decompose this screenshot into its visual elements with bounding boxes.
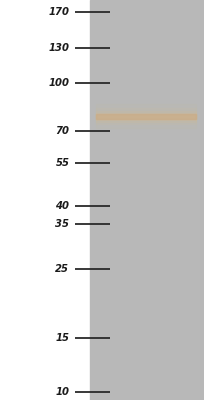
- Bar: [90, 0, 204, 400]
- Text: 55: 55: [55, 158, 69, 168]
- Bar: [94, 0, 97, 400]
- Text: 15: 15: [55, 333, 69, 343]
- Bar: [177, 0, 181, 400]
- Bar: [101, 0, 105, 400]
- Bar: [116, 0, 120, 400]
- Bar: [196, 0, 200, 400]
- Bar: [158, 0, 162, 400]
- Bar: [162, 0, 166, 400]
- Bar: [193, 0, 196, 400]
- Bar: [166, 0, 170, 400]
- Bar: [189, 0, 193, 400]
- Bar: [90, 0, 94, 400]
- Bar: [113, 0, 116, 400]
- Bar: [154, 0, 158, 400]
- Bar: [143, 0, 147, 400]
- Bar: [96, 114, 196, 119]
- Bar: [128, 0, 132, 400]
- Bar: [151, 0, 154, 400]
- Bar: [132, 0, 135, 400]
- Bar: [139, 0, 143, 400]
- Bar: [105, 0, 109, 400]
- Bar: [120, 0, 124, 400]
- Bar: [174, 0, 177, 400]
- Text: 40: 40: [55, 201, 69, 211]
- Bar: [135, 0, 139, 400]
- Bar: [96, 108, 196, 124]
- Bar: [181, 0, 185, 400]
- Bar: [170, 0, 174, 400]
- Bar: [96, 114, 196, 119]
- Bar: [96, 104, 196, 128]
- Text: 35: 35: [55, 219, 69, 229]
- Bar: [96, 111, 196, 122]
- Bar: [96, 115, 196, 118]
- Bar: [97, 0, 101, 400]
- Text: 100: 100: [48, 78, 69, 88]
- Bar: [124, 0, 128, 400]
- Text: 10: 10: [55, 387, 69, 397]
- Text: 130: 130: [48, 43, 69, 53]
- Text: 25: 25: [55, 264, 69, 274]
- Bar: [147, 0, 151, 400]
- Bar: [96, 113, 196, 120]
- Text: 170: 170: [48, 7, 69, 17]
- Bar: [109, 0, 113, 400]
- Bar: [185, 0, 189, 400]
- Bar: [200, 0, 204, 400]
- Text: 70: 70: [55, 126, 69, 136]
